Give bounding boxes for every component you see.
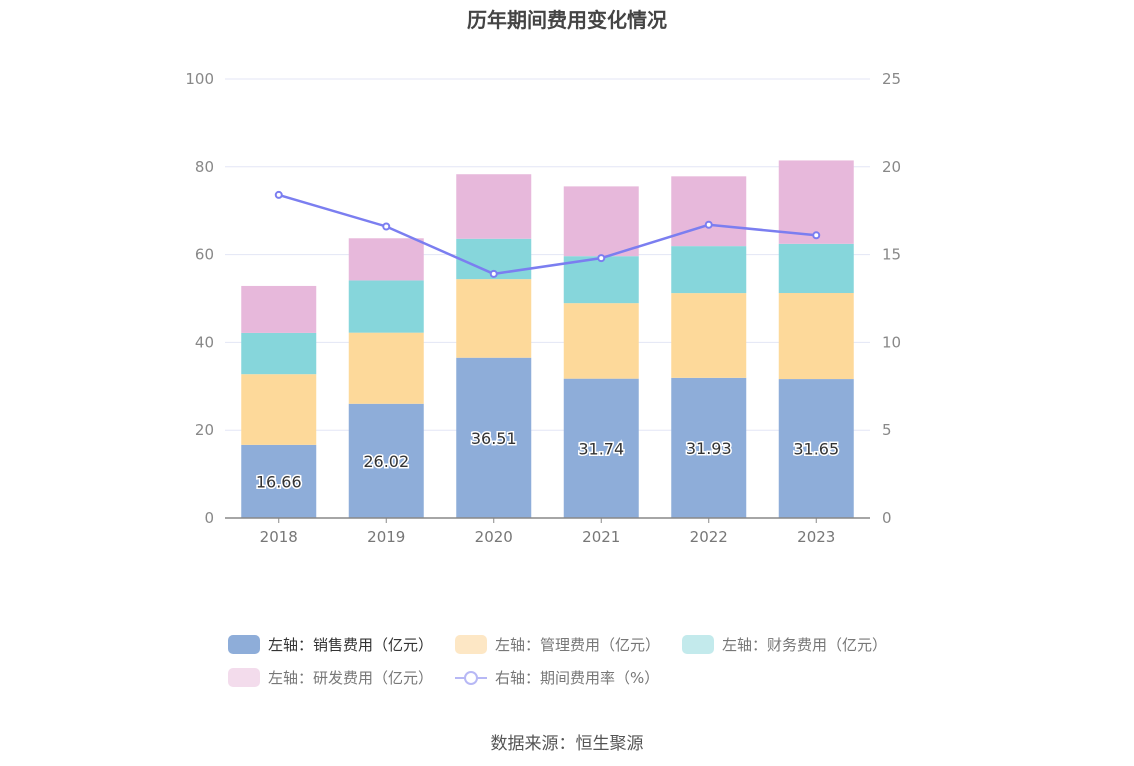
right-tick-label: 15 [882,246,901,264]
legend-label-rnd: 左轴：研发费用（亿元） [268,669,434,687]
legend-label-expense-rate: 右轴：期间费用率（%） [495,669,660,687]
x-tick-label: 2020 [475,528,513,546]
bar-value-label: 31.74 [578,439,624,458]
right-tick-label: 10 [882,333,901,351]
legend-item-sales[interactable]: 左轴：销售费用（亿元） [228,634,433,655]
right-tick-label: 5 [882,421,892,439]
data-source: 数据来源：恒生聚源 [490,734,644,754]
right-tick-label: 0 [882,509,892,527]
bar-segment-0-2019[interactable] [348,403,424,518]
x-tick-label: 2023 [797,528,835,546]
left-tick-label: 0 [204,509,214,527]
expense-rate-point[interactable] [382,222,391,231]
legend-item-rnd[interactable]: 左轴：研发费用（亿元） [228,667,433,688]
left-tick-label: 80 [195,158,214,176]
bar-segment-0-2020[interactable] [456,357,532,518]
x-tick-label: 2022 [690,528,728,546]
bar-segment-0-2018[interactable] [241,444,317,518]
bar-segment-1-2018[interactable] [241,374,317,445]
right-axis-ticks: 0 5 10 15 20 25 [882,70,901,527]
bar-segment-3-2022[interactable] [671,176,747,247]
x-tick-label: 2019 [367,528,405,546]
chart-title: 历年期间费用变化情况 [467,8,667,32]
bar-segment-3-2021[interactable] [563,186,639,257]
bar-segment-0-2022[interactable] [671,377,747,518]
line-series [274,190,821,278]
bar-value-label: 31.93 [686,439,732,458]
bar-segment-2-2021[interactable] [563,256,639,304]
x-tick-label: 2021 [582,528,620,546]
left-tick-label: 40 [195,333,214,351]
expense-rate-point[interactable] [274,190,283,199]
expense-rate-point[interactable] [812,231,821,240]
bar-value-label: 31.65 [793,440,839,459]
left-axis-ticks: 0 20 40 60 80 100 [185,70,214,527]
legend-swatch-admin [455,635,488,654]
expense-rate-line [278,193,817,276]
legend-swatch-rnd [228,668,260,687]
bar-segment-2-2023[interactable] [778,243,854,294]
right-tick-label: 25 [882,70,901,88]
bar-segment-3-2023[interactable] [778,160,854,244]
left-tick-label: 20 [195,421,214,439]
legend-label-admin: 左轴：管理费用（亿元） [495,636,661,654]
left-tick-label: 100 [185,70,214,88]
expense-rate-point[interactable] [704,220,713,229]
bar-segment-1-2023[interactable] [778,293,854,380]
grid-lines [225,78,870,431]
left-tick-label: 60 [195,246,214,264]
bar-data-labels: 16.66 26.02 36.51 31.74 31.93 31.65 [254,427,840,493]
right-tick-label: 20 [882,158,901,176]
legend-label-finance: 左轴：财务费用（亿元） [722,636,888,654]
bar-segment-3-2018[interactable] [241,285,317,333]
legend-swatch-expense-rate [455,668,488,687]
bar-segment-3-2020[interactable] [456,174,532,239]
chart-plot: 0 20 40 60 80 100 0 5 10 15 20 25 16.66 26.02 36.51 3… [185,70,901,546]
bar-segment-2-2019[interactable] [348,280,424,333]
bar-segment-1-2022[interactable] [671,293,747,378]
legend-item-finance[interactable]: 左轴：财务费用（亿元） [682,634,887,655]
bar-segment-1-2019[interactable] [348,332,424,404]
expense-rate-point[interactable] [597,254,606,263]
legend: 左轴：销售费用（亿元） 左轴：管理费用（亿元） 左轴：财务费用（亿元） 左轴：研… [228,628,928,694]
x-axis: 2018 2019 2020 2021 2022 2023 [225,517,870,546]
legend-label-sales: 左轴：销售费用（亿元） [268,636,434,654]
bar-value-label: 36.51 [471,429,517,448]
bar-series [241,160,854,518]
bar-segment-2-2018[interactable] [241,332,317,375]
legend-item-expense-rate[interactable]: 右轴：期间费用率（%） [455,667,659,688]
bar-segment-0-2021[interactable] [563,378,639,518]
bar-segment-3-2019[interactable] [348,238,424,281]
bar-segment-1-2021[interactable] [563,303,639,379]
legend-swatch-sales [228,635,260,654]
bar-value-label: 16.66 [256,472,302,491]
bar-segment-2-2022[interactable] [671,246,747,294]
bar-segment-0-2023[interactable] [778,379,854,518]
legend-item-admin[interactable]: 左轴：管理费用（亿元） [455,634,660,655]
bar-value-label: 26.02 [363,452,409,471]
expense-rate-point[interactable] [489,269,498,278]
x-tick-label: 2018 [260,528,298,546]
legend-swatch-finance [682,635,715,654]
bar-segment-1-2020[interactable] [456,279,532,358]
